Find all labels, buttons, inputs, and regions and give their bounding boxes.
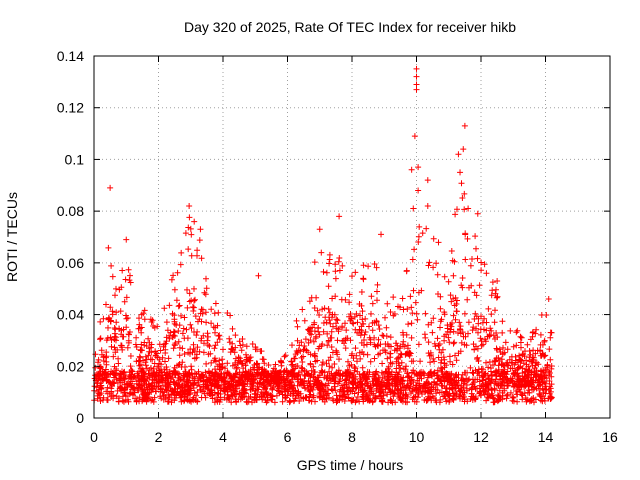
data-point: [107, 184, 114, 191]
data-point: [378, 231, 385, 238]
data-point: [123, 236, 130, 243]
data-point: [465, 205, 472, 212]
y-tick-label: 0.14: [57, 48, 84, 64]
data-point: [424, 177, 431, 184]
x-tick-label: 8: [348, 429, 356, 445]
data-points: [91, 65, 555, 406]
x-tick-label: 14: [538, 429, 554, 445]
data-point: [415, 164, 422, 171]
data-point: [460, 146, 467, 153]
data-point: [411, 133, 418, 140]
y-tick-label: 0.02: [57, 358, 84, 374]
data-point: [336, 213, 343, 220]
y-tick-label: 0.12: [57, 100, 84, 116]
data-point: [494, 277, 501, 284]
data-point: [474, 210, 481, 217]
x-tick-labels: 0 2 4 6 8 10 12 14 16: [90, 429, 618, 445]
x-tick-label: 6: [284, 429, 292, 445]
data-point: [413, 65, 420, 72]
data-point-cloud: [91, 180, 555, 406]
y-tick-labels: 0 0.02 0.04 0.06 0.08 0.1 0.12 0.14: [57, 48, 84, 426]
data-point: [457, 169, 464, 176]
data-point: [424, 202, 431, 209]
data-point: [415, 187, 422, 194]
y-tick-label: 0.04: [57, 307, 84, 323]
data-point: [316, 226, 323, 233]
y-tick-label: 0.08: [57, 203, 84, 219]
x-tick-label: 0: [90, 429, 98, 445]
data-point: [186, 202, 193, 209]
data-point: [410, 205, 417, 212]
data-point: [455, 151, 462, 158]
y-axis-label: ROTI / TECUs: [4, 192, 20, 282]
x-tick-label: 2: [155, 429, 163, 445]
y-tick-label: 0.1: [65, 151, 85, 167]
data-point: [461, 122, 468, 129]
y-tick-label: 0: [76, 410, 84, 426]
data-point: [413, 73, 420, 80]
x-tick-label: 16: [602, 429, 618, 445]
data-point: [413, 81, 420, 88]
data-point: [408, 166, 415, 173]
x-tick-label: 12: [473, 429, 489, 445]
data-point: [413, 86, 420, 93]
chart-title: Day 320 of 2025, Rate Of TEC Index for r…: [184, 19, 516, 35]
x-tick-label: 10: [409, 429, 425, 445]
x-axis-label: GPS time / hours: [297, 457, 404, 473]
data-point: [197, 226, 204, 233]
axis-ticks: [93, 55, 611, 419]
y-tick-label: 0.06: [57, 255, 84, 271]
x-tick-label: 4: [219, 429, 227, 445]
data-point: [255, 272, 262, 279]
data-point: [545, 296, 552, 303]
